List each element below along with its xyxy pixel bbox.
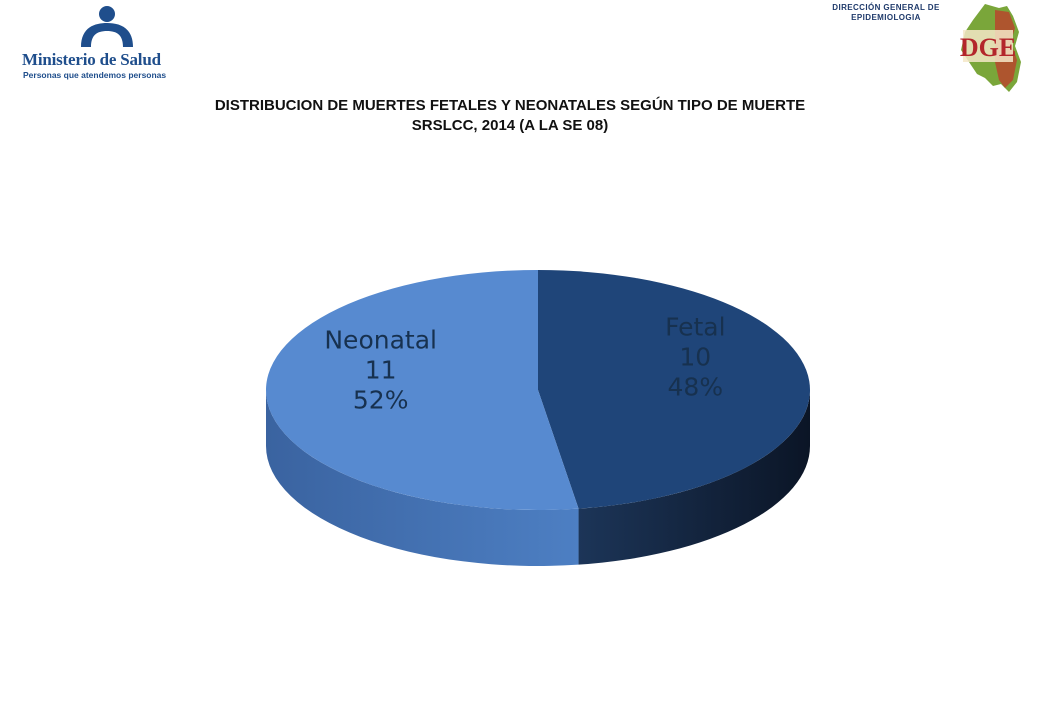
- pie-label-fetal-percent: 48%: [668, 373, 724, 402]
- pie-label-fetal-name: Fetal: [665, 313, 725, 342]
- pie-label-neonatal-value: 11: [365, 355, 397, 384]
- pie-slice-fetal: [538, 270, 811, 509]
- person-icon: [81, 6, 133, 47]
- chart-subtitle: SRSLCC, 2014 (A LA SE 08): [411, 117, 609, 134]
- dge-logo: DGE: [960, 4, 1021, 92]
- pie-slice-side-fetal: [578, 390, 810, 565]
- brand-slogan: Personas que atendemos personas: [23, 70, 167, 80]
- pie-label-neonatal-name: Neonatal: [324, 325, 437, 354]
- dge-caption-line2: EPIDEMIOLOGIA: [851, 13, 921, 22]
- ministerio-de-salud-logo: Ministerio de Salud Personas que atendem…: [22, 5, 172, 80]
- dge-caption-line1: DIRECCIÓN GENERAL DE: [832, 3, 940, 12]
- pie-slice-neonatal: [266, 270, 579, 510]
- pie-slice-side-neonatal: [266, 390, 579, 567]
- chart-title-block: DISTRIBUCION DE MUERTES FETALES Y NEONAT…: [60, 96, 960, 136]
- brand-name: Ministerio de Salud: [22, 50, 161, 69]
- dge-caption: DIRECCIÓN GENERAL DE EPIDEMIOLOGIA: [820, 3, 952, 23]
- dge-logo-text: DGE: [960, 33, 1016, 62]
- chart-title: DISTRIBUCION DE MUERTES FETALES Y NEONAT…: [214, 97, 806, 114]
- pie-label-neonatal-percent: 52%: [353, 385, 409, 414]
- pie-label-fetal-value: 10: [679, 343, 711, 372]
